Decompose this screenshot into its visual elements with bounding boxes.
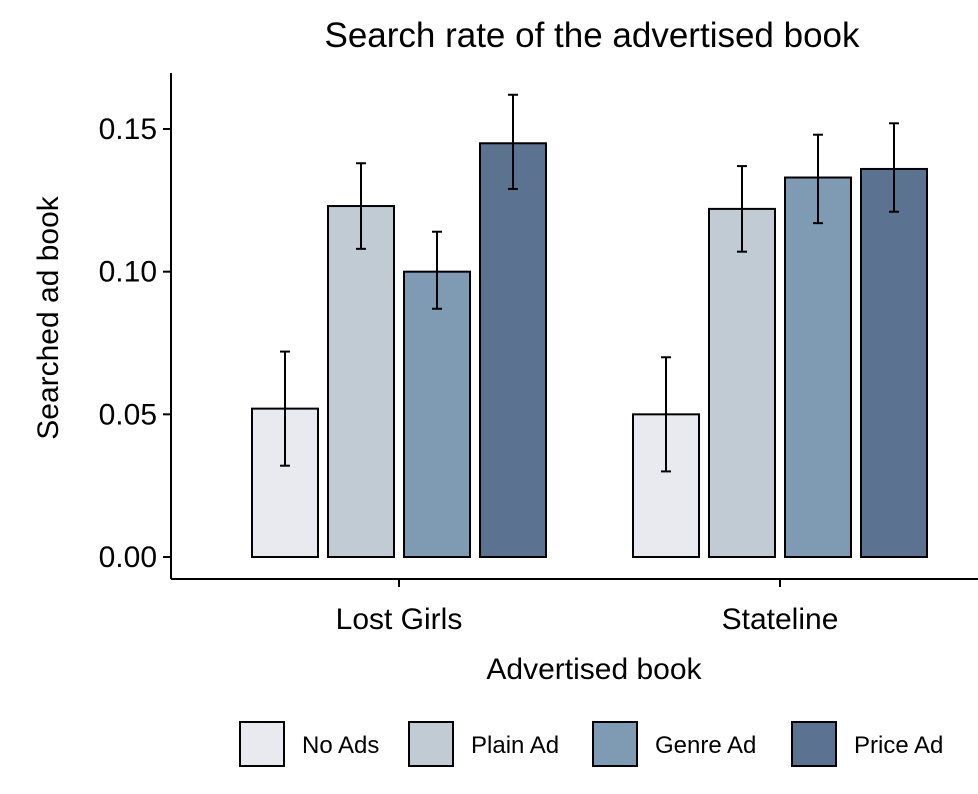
bar <box>784 176 852 558</box>
legend-label: Price Ad <box>854 732 943 759</box>
x-axis-label: Advertised book <box>486 653 702 686</box>
x-tick-label: Stateline <box>722 603 839 636</box>
bar <box>479 142 547 558</box>
legend-swatch <box>239 721 285 767</box>
bar <box>327 205 395 558</box>
chart-title: Search rate of the advertised book <box>324 16 860 55</box>
bar <box>708 207 776 558</box>
y-axis-label: Searched ad book <box>32 195 65 440</box>
legend-label: Plain Ad <box>471 732 559 759</box>
legend-swatch <box>592 721 638 767</box>
x-tick-label: Lost Girls <box>336 603 463 636</box>
bar <box>403 270 471 558</box>
legend: No Ads Plain Ad Genre Ad Price Ad <box>239 721 943 767</box>
bar <box>860 167 928 558</box>
y-tick-label: 0.00 <box>99 541 157 574</box>
y-tick-label: 0.10 <box>99 256 157 289</box>
legend-label: No Ads <box>302 732 379 759</box>
legend-swatch <box>791 721 837 767</box>
y-tick-label: 0.05 <box>99 398 157 431</box>
plot-area: 0.00 0.05 0.10 0.15 Lost Girls Stateline <box>99 73 978 636</box>
y-tick-label: 0.15 <box>99 113 157 146</box>
legend-label: Genre Ad <box>655 732 756 759</box>
legend-swatch <box>408 721 454 767</box>
